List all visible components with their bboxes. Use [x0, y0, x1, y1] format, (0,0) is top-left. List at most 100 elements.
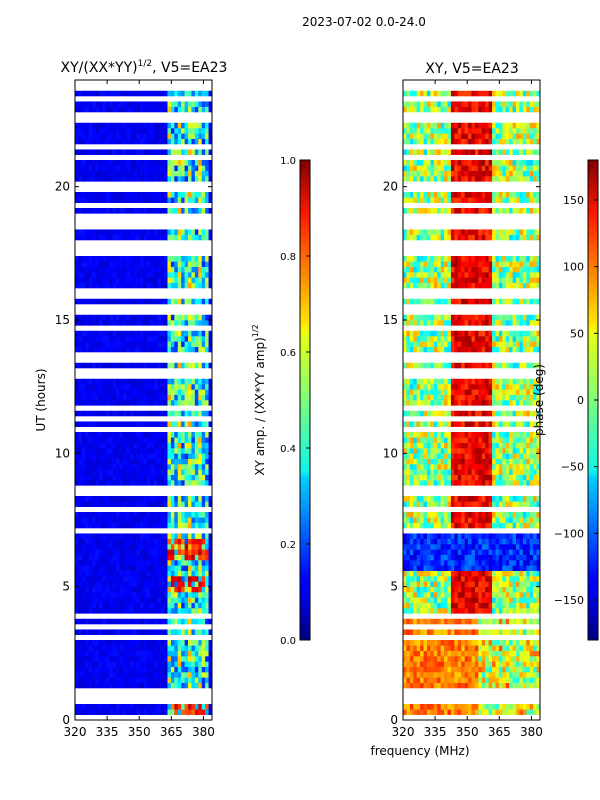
amplitude-cell	[88, 586, 93, 593]
amplitude-cell	[160, 469, 165, 475]
phase-cell	[492, 608, 496, 614]
amplitude-cell	[133, 176, 137, 182]
amplitude-cell	[153, 629, 158, 635]
amplitude-cell	[181, 394, 185, 401]
amplitude-cell	[98, 336, 103, 342]
amplitude-cell	[181, 586, 185, 593]
amplitude-cell	[129, 480, 134, 486]
amplitude-cell	[88, 464, 93, 470]
amplitude-cell	[88, 650, 93, 657]
amplitude-cell	[136, 458, 141, 465]
amplitude-cell	[116, 538, 120, 545]
amplitude-cell	[208, 229, 213, 235]
phase-cell	[409, 608, 414, 614]
phase-cell	[526, 544, 531, 550]
amplitude-cell	[150, 234, 155, 241]
phase-cell	[444, 570, 448, 577]
amplitude-cell	[129, 597, 134, 603]
amplitude-cell	[95, 298, 100, 305]
phase-cell	[505, 533, 510, 539]
amplitude-cell	[167, 517, 172, 523]
amplitude-cell	[136, 496, 141, 502]
amplitude-cell	[160, 336, 165, 342]
amplitude-cell	[85, 629, 89, 635]
amplitude-cell	[143, 533, 148, 539]
amplitude-cell	[105, 362, 110, 369]
phase-cell	[423, 677, 428, 683]
amplitude-cell	[184, 346, 189, 353]
amplitude-cell	[160, 618, 165, 625]
amplitude-cell	[92, 672, 96, 678]
amplitude-cell	[98, 272, 103, 278]
amplitude-cell	[140, 208, 144, 214]
phase-cell	[495, 549, 500, 555]
amplitude-cell	[208, 597, 213, 603]
amplitude-cell	[85, 549, 89, 555]
amplitude-flagged-row	[75, 357, 212, 363]
amplitude-cell	[198, 666, 203, 673]
phase-cell	[406, 458, 411, 465]
amplitude-cell	[88, 197, 93, 203]
phase-cell	[492, 709, 496, 715]
amplitude-cell	[198, 165, 203, 171]
phase-cell	[406, 474, 411, 481]
amplitude-cell	[201, 544, 206, 550]
amplitude-cell	[164, 581, 168, 587]
amplitude-cell	[167, 336, 172, 342]
amplitude-cell	[198, 421, 203, 427]
amplitude-cell	[95, 645, 100, 651]
amplitude-cell	[129, 640, 134, 646]
amplitude-cell	[188, 640, 192, 646]
phase-cell	[444, 512, 448, 518]
amplitude-cell	[194, 165, 199, 171]
amplitude-cell	[191, 133, 196, 139]
amplitude-cell	[184, 128, 189, 134]
amplitude-cell	[81, 608, 86, 614]
amplitude-cell	[88, 544, 93, 550]
amplitude-cell	[140, 314, 144, 321]
amplitude-cell	[184, 261, 189, 267]
amplitude-cell	[208, 330, 213, 337]
phase-cell	[522, 442, 527, 449]
amplitude-cell	[146, 277, 151, 283]
amplitude-cell	[150, 709, 155, 715]
phase-cell	[457, 709, 462, 715]
amplitude-cell	[157, 272, 161, 278]
amplitude-cell	[201, 149, 206, 155]
amplitude-cell	[157, 480, 161, 486]
phase-cell	[440, 496, 445, 502]
phase-cell	[505, 608, 510, 614]
amplitude-cell	[194, 576, 199, 582]
phase-cell	[464, 682, 469, 689]
amplitude-cell	[146, 336, 151, 342]
phase-cell	[516, 672, 520, 678]
amplitude-cell	[143, 464, 148, 470]
amplitude-cell	[208, 101, 213, 107]
phase-cell	[505, 512, 510, 518]
amplitude-cell	[102, 469, 107, 475]
amplitude-cell	[133, 437, 137, 443]
amplitude-cell	[201, 474, 206, 481]
phase-cell	[519, 480, 524, 486]
phase-cell	[481, 650, 486, 657]
amplitude-cell	[122, 394, 127, 401]
phase-cell	[447, 496, 452, 502]
phase-cell	[519, 560, 524, 566]
amplitude-cell	[174, 672, 179, 678]
phase-cell	[502, 458, 507, 465]
amplitude-cell	[164, 437, 168, 443]
amplitude-cell	[167, 320, 172, 326]
amplitude-cell	[119, 549, 124, 555]
amplitude-cell	[75, 282, 79, 289]
amplitude-cell	[98, 400, 103, 406]
amplitude-cell	[157, 160, 161, 166]
phase-cell	[430, 458, 435, 465]
amplitude-cell	[133, 384, 137, 390]
amplitude-cell	[208, 106, 213, 113]
amplitude-cell	[150, 256, 155, 262]
phase-cell	[444, 629, 448, 635]
phase-cell	[426, 496, 431, 502]
amplitude-cell	[153, 362, 158, 369]
amplitude-cell	[78, 474, 83, 481]
amplitude-cell	[164, 592, 168, 598]
